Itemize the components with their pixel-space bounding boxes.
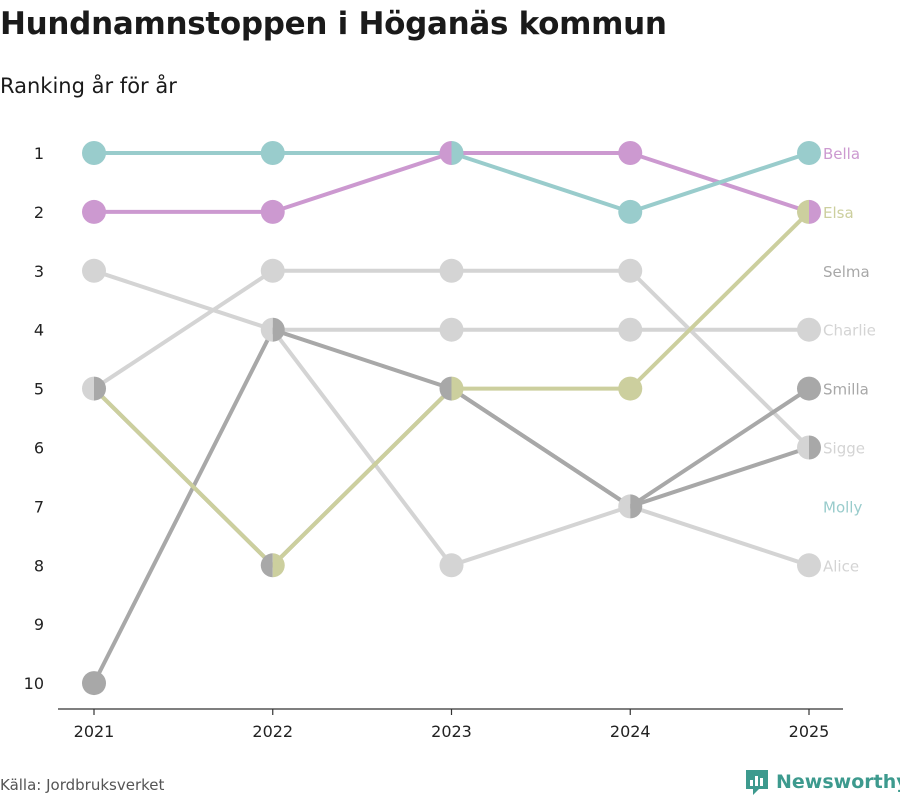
- marker-selma-2021: [94, 376, 107, 401]
- marker-bella-2025: [809, 199, 822, 224]
- series-label-molly: Molly: [823, 498, 862, 516]
- y-tick-label-2: 2: [34, 203, 44, 222]
- series-line-selma: [92, 386, 811, 568]
- marker-molly-2021: [82, 141, 106, 165]
- x-tick-label-2023: 2023: [431, 722, 472, 741]
- chart-title: Hundnamnstoppen i Höganäs kommun: [0, 6, 667, 42]
- series-label-bella: Bella: [823, 145, 860, 163]
- marker-molly-2024: [618, 199, 643, 224]
- marker-elsa-2023: [451, 376, 464, 401]
- marker-sigge-2025: [797, 435, 809, 460]
- y-tick-label-9: 9: [34, 615, 44, 634]
- y-tick-label-3: 3: [34, 262, 44, 281]
- marker-selma-2025: [797, 376, 821, 401]
- marker-bella-2024: [618, 141, 643, 165]
- marker-selma-2022: [260, 553, 273, 578]
- marker-elsa-2022: [272, 553, 285, 578]
- marker-sigge-2024: [618, 258, 643, 283]
- marker-bella-2022: [260, 199, 285, 224]
- marker-sigge-2021: [82, 376, 94, 401]
- series-label-elsa: Elsa: [823, 204, 854, 222]
- x-tick-label-2025: 2025: [789, 722, 830, 741]
- brand-logo: Newsworthy: [744, 768, 900, 796]
- marker-smilla-2021: [82, 671, 106, 696]
- x-tick-label-2022: 2022: [252, 722, 293, 741]
- marker-charlie-2023: [439, 317, 464, 342]
- marker-alice-2025: [797, 553, 821, 578]
- brand-name: Newsworthy: [776, 771, 900, 793]
- marker-elsa-2025: [797, 199, 809, 224]
- y-tick-label-6: 6: [34, 439, 44, 458]
- marker-smilla-2022: [272, 317, 285, 342]
- marker-alice-2023: [439, 553, 464, 578]
- marker-molly-2022: [260, 141, 285, 165]
- marker-bella-2021: [82, 199, 106, 224]
- series-label-sigge: Sigge: [823, 440, 865, 458]
- marker-bella-2023: [439, 141, 452, 165]
- marker-alice-2024: [618, 494, 631, 519]
- marker-elsa-2024: [618, 376, 643, 401]
- marker-molly-2023: [451, 141, 464, 165]
- source-note: Källa: Jordbruksverket: [0, 776, 165, 794]
- series-label-selma: Selma: [823, 263, 870, 281]
- series-line-alice: [270, 327, 811, 568]
- marker-smilla-2023: [439, 376, 452, 401]
- chart-subtitle: Ranking år för år: [0, 74, 177, 98]
- y-tick-label-1: 1: [34, 144, 44, 163]
- marker-smilla-2024: [630, 494, 643, 519]
- x-tick-label-2021: 2021: [74, 722, 115, 741]
- marker-sigge-2022: [260, 258, 285, 283]
- marker-molly-2025: [797, 141, 821, 165]
- y-tick-label-8: 8: [34, 556, 44, 575]
- marker-charlie-2021: [82, 258, 106, 283]
- series-line-sigge: [92, 268, 811, 450]
- y-tick-label-7: 7: [34, 497, 44, 516]
- newsworthy-logo-icon: [746, 770, 768, 795]
- series-label-charlie: Charlie: [823, 322, 876, 340]
- series-label-smilla: Smilla: [823, 381, 869, 399]
- marker-smilla-2025: [809, 435, 822, 460]
- marker-charlie-2025: [797, 317, 821, 342]
- marker-charlie-2022: [260, 317, 273, 342]
- y-tick-label-4: 4: [34, 321, 44, 340]
- marker-sigge-2023: [439, 258, 464, 283]
- y-tick-label-10: 10: [24, 674, 44, 693]
- x-tick-label-2024: 2024: [610, 722, 651, 741]
- series-label-alice: Alice: [823, 557, 859, 575]
- y-tick-label-5: 5: [34, 380, 44, 399]
- marker-charlie-2024: [618, 317, 643, 342]
